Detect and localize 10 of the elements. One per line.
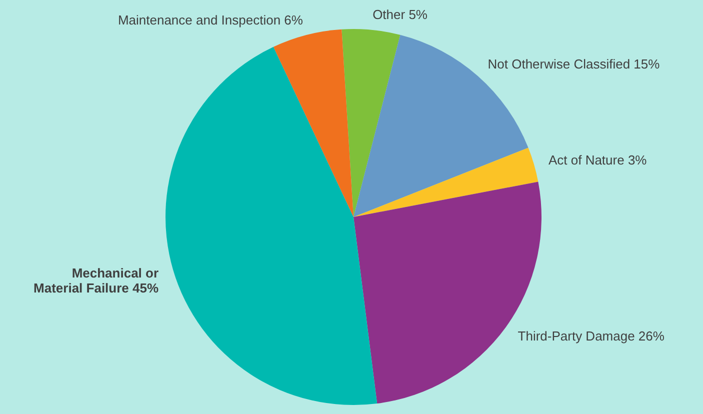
pie-slice bbox=[342, 29, 400, 217]
slice-label: Third-Party Damage 26% bbox=[518, 328, 665, 344]
slice-label: Other 5% bbox=[372, 6, 428, 22]
pie-slice bbox=[273, 29, 354, 217]
slice-label: Maintenance and Inspection 6% bbox=[118, 12, 304, 28]
pie-slice bbox=[354, 148, 538, 217]
slice-label: Mechanical or Material Failure 45% bbox=[34, 266, 159, 296]
pie-slice bbox=[166, 46, 378, 405]
slice-label: Act of Nature 3% bbox=[548, 152, 648, 168]
slice-label: Not Otherwise Classified 15% bbox=[488, 56, 660, 72]
